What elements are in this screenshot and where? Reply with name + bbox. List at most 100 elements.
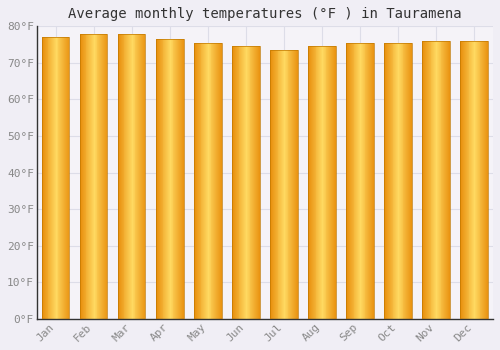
Bar xyxy=(138,34,139,319)
Bar xyxy=(473,41,474,319)
Bar xyxy=(324,47,326,319)
Bar xyxy=(158,39,159,319)
Bar xyxy=(313,47,314,319)
Bar xyxy=(399,43,400,319)
Bar xyxy=(432,41,434,319)
Bar xyxy=(58,37,59,319)
Bar xyxy=(218,43,219,319)
Bar xyxy=(323,47,324,319)
Bar xyxy=(485,41,486,319)
Bar xyxy=(290,50,291,319)
Bar xyxy=(272,50,273,319)
Bar xyxy=(410,43,411,319)
Bar xyxy=(422,41,423,319)
Bar xyxy=(126,34,127,319)
Bar xyxy=(384,43,385,319)
Bar xyxy=(312,47,313,319)
Bar xyxy=(398,43,399,319)
Bar xyxy=(208,43,209,319)
Bar xyxy=(157,39,158,319)
Bar xyxy=(46,37,48,319)
Bar xyxy=(206,43,207,319)
Bar xyxy=(316,47,318,319)
Bar xyxy=(256,47,257,319)
Bar xyxy=(484,41,485,319)
Bar xyxy=(99,34,100,319)
Bar xyxy=(219,43,220,319)
Bar xyxy=(275,50,276,319)
Bar xyxy=(270,50,297,319)
Bar xyxy=(255,47,256,319)
Bar xyxy=(423,41,424,319)
Bar xyxy=(474,41,475,319)
Bar xyxy=(180,39,181,319)
Bar xyxy=(181,39,182,319)
Bar xyxy=(372,43,374,319)
Bar xyxy=(240,47,242,319)
Bar xyxy=(472,41,473,319)
Bar xyxy=(470,41,472,319)
Bar xyxy=(64,37,65,319)
Bar xyxy=(247,47,248,319)
Bar xyxy=(132,34,134,319)
Bar xyxy=(486,41,487,319)
Bar xyxy=(144,34,146,319)
Bar xyxy=(310,47,311,319)
Bar xyxy=(121,34,122,319)
Bar xyxy=(321,47,322,319)
Bar xyxy=(83,34,84,319)
Bar xyxy=(449,41,450,319)
Bar xyxy=(102,34,103,319)
Bar xyxy=(464,41,465,319)
Bar xyxy=(424,41,425,319)
Bar xyxy=(442,41,444,319)
Bar xyxy=(141,34,142,319)
Bar xyxy=(90,34,91,319)
Bar xyxy=(480,41,482,319)
Bar xyxy=(244,47,245,319)
Bar xyxy=(210,43,212,319)
Bar xyxy=(319,47,320,319)
Bar xyxy=(88,34,89,319)
Bar xyxy=(86,34,88,319)
Bar xyxy=(217,43,218,319)
Bar xyxy=(159,39,160,319)
Bar xyxy=(354,43,356,319)
Bar xyxy=(282,50,283,319)
Bar xyxy=(236,47,238,319)
Bar xyxy=(422,41,450,319)
Bar xyxy=(407,43,408,319)
Bar xyxy=(238,47,240,319)
Bar xyxy=(271,50,272,319)
Bar xyxy=(220,43,222,319)
Bar xyxy=(65,37,66,319)
Bar xyxy=(274,50,275,319)
Bar xyxy=(444,41,445,319)
Bar xyxy=(100,34,101,319)
Bar xyxy=(388,43,389,319)
Bar xyxy=(245,47,246,319)
Bar xyxy=(232,47,233,319)
Bar xyxy=(439,41,440,319)
Bar xyxy=(349,43,350,319)
Bar xyxy=(332,47,333,319)
Bar xyxy=(194,43,195,319)
Bar xyxy=(177,39,178,319)
Bar xyxy=(200,43,202,319)
Bar xyxy=(234,47,235,319)
Bar xyxy=(387,43,388,319)
Bar xyxy=(329,47,330,319)
Bar xyxy=(357,43,358,319)
Bar xyxy=(400,43,402,319)
Bar xyxy=(195,43,196,319)
Bar xyxy=(54,37,55,319)
Bar xyxy=(136,34,138,319)
Bar xyxy=(156,39,157,319)
Bar xyxy=(320,47,321,319)
Bar xyxy=(352,43,354,319)
Bar xyxy=(248,47,250,319)
Bar xyxy=(89,34,90,319)
Bar xyxy=(273,50,274,319)
Bar xyxy=(156,39,184,319)
Bar xyxy=(127,34,128,319)
